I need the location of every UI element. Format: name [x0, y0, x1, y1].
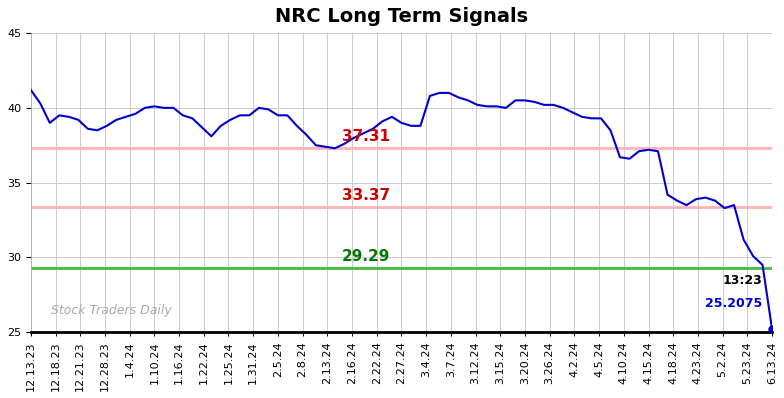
Text: Stock Traders Daily: Stock Traders Daily	[50, 304, 172, 317]
Title: NRC Long Term Signals: NRC Long Term Signals	[275, 7, 528, 26]
Text: 13:23: 13:23	[722, 274, 762, 287]
Text: 25.2075: 25.2075	[705, 297, 762, 310]
Text: 37.31: 37.31	[342, 129, 390, 144]
Text: 29.29: 29.29	[342, 250, 390, 264]
Text: 33.37: 33.37	[342, 188, 390, 203]
